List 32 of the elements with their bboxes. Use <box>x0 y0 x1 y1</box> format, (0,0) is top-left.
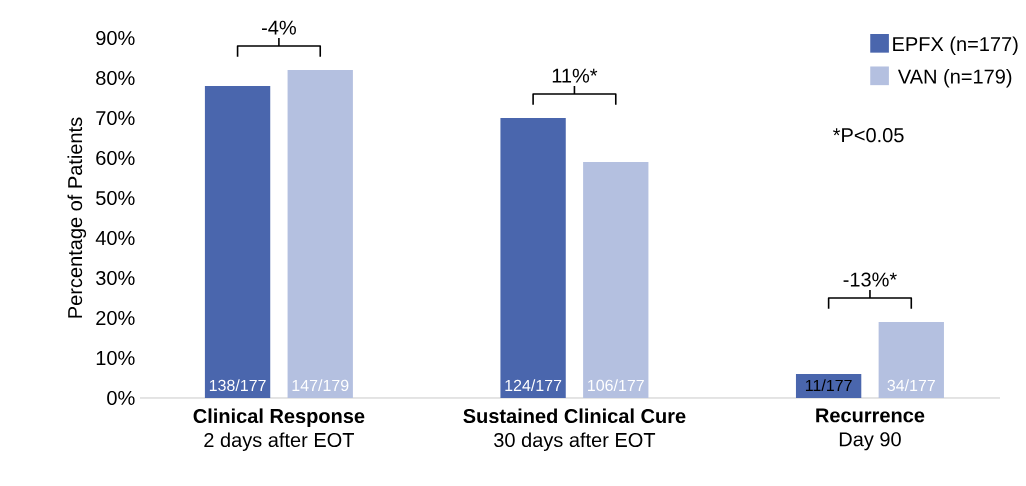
bar <box>795 373 862 398</box>
y-tick-label: 60% <box>96 150 135 166</box>
legend-label: EPFX (n=177) <box>893 36 1018 56</box>
y-tick-label: 40% <box>95 230 135 246</box>
bar <box>878 321 944 398</box>
data-label: 11/177 <box>805 379 852 392</box>
y-tick-label: 90% <box>96 30 135 46</box>
bar <box>583 162 649 398</box>
annotation: *P<0.05 <box>833 128 904 143</box>
bar <box>287 70 353 398</box>
y-tick-label: 10% <box>96 350 135 366</box>
bar <box>204 86 271 398</box>
text: -4% <box>262 20 296 35</box>
y-tick-label: 70% <box>96 110 135 126</box>
annotation: -13%* <box>843 272 897 287</box>
data-label: 147/179 <box>292 379 349 392</box>
y-tick-label: 80% <box>96 70 135 86</box>
legend-label: VAN (n=179) <box>897 68 1012 88</box>
bar <box>500 118 566 398</box>
y-tick-label: 30% <box>96 270 135 286</box>
y-tick-label: 50% <box>96 190 135 206</box>
data-label: 124/177 <box>505 379 562 392</box>
annotation: 11%* <box>552 68 598 83</box>
y-axis-title: Percentage of Patients <box>67 117 87 318</box>
data-label: 106/177 <box>588 379 644 392</box>
y-tick-label: 0% <box>107 390 135 406</box>
x-tick-label: Clinical Response 2 days after EOT <box>193 408 365 452</box>
data-label: 34/177 <box>887 379 935 392</box>
x-tick-label: Sustained Clinical Cure 30 days after EOT <box>463 408 686 452</box>
y-tick-label: 20% <box>96 310 135 326</box>
x-tick-label: Recurrence Day 90 <box>816 408 925 451</box>
data-label: 138/177 <box>209 379 266 392</box>
